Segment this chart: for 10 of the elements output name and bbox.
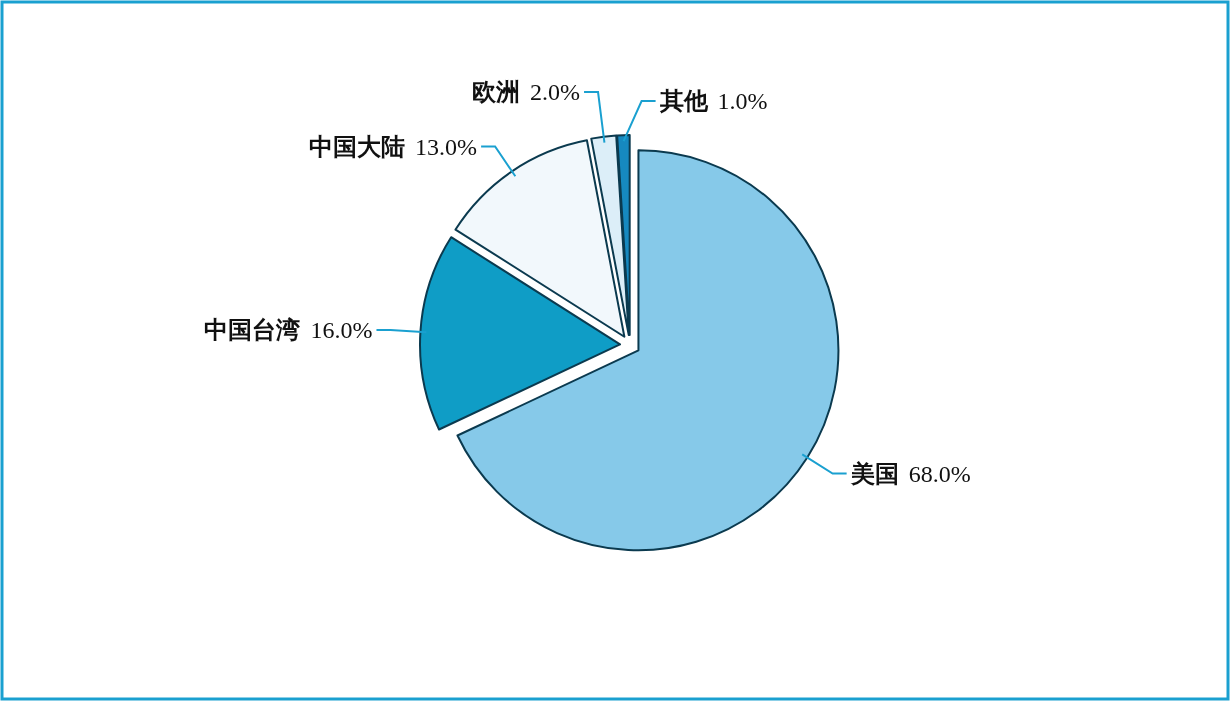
data-label: 68.0% (908, 460, 971, 487)
data-label: 16.0% (310, 316, 373, 343)
slice-label: 其他 (658, 88, 709, 115)
slice-label: 中国大陆 (309, 133, 406, 160)
data-label: 2.0% (530, 79, 581, 106)
slice-label: 欧洲 (472, 79, 521, 106)
data-label: 13.0% (415, 133, 478, 160)
data-label: 1.0% (717, 88, 768, 115)
slice-label: 美国 (849, 459, 899, 487)
slice-label: 中国台湾 (204, 316, 301, 343)
